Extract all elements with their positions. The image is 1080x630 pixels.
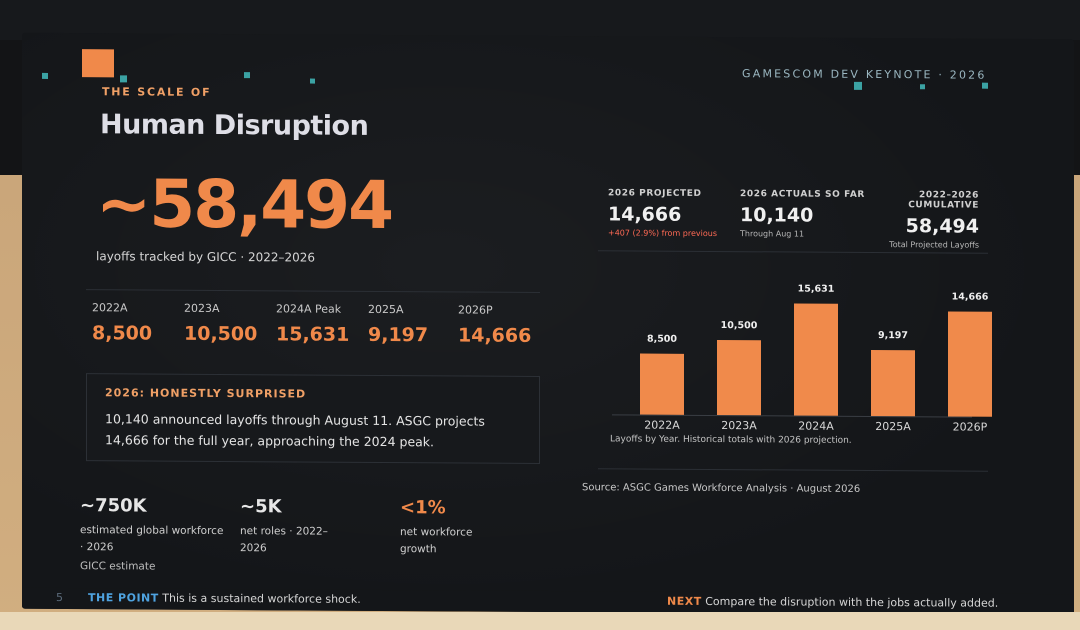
decorative-dot [854, 81, 862, 90]
x-tick-label: 2023A [721, 419, 757, 433]
year-label: 2024A Peak [276, 302, 342, 316]
year-stat: 2025A 9,197 [368, 303, 428, 346]
stat-value: ~5K [240, 496, 282, 518]
year-stat: 2026P 14,666 [458, 303, 531, 346]
x-tick-label: 2022A [644, 418, 680, 432]
x-tick-label: 2026P [952, 420, 988, 434]
stage-floor [0, 612, 1080, 630]
year-stat: 2023A 10,500 [184, 302, 257, 345]
bar-value-label: 8,500 [646, 333, 678, 345]
slide-eyebrow: THE SCALE OF [102, 85, 212, 99]
footer-point-text: This is a sustained workforce shock. [162, 591, 361, 606]
decorative-dot [920, 84, 925, 90]
kpi-value: 10,140 [740, 204, 814, 227]
kpi-value: 14,666 [608, 203, 682, 226]
callout-body: 10,140 announced layoffs through August … [105, 411, 485, 450]
stat-value: ~750K [80, 495, 147, 517]
kpi-change: +407 (2.9%) from previous [608, 228, 717, 239]
hero-caption: layoffs tracked by GICC · 2022–2026 [96, 249, 316, 265]
kpi-sub: Total Projected Layoffs [889, 240, 979, 250]
year-value: 15,631 [276, 323, 350, 346]
callout-heading: 2026: HONESTLY SURPRISED [105, 386, 307, 401]
year-label: 2025A [368, 302, 404, 317]
footer-next: NEXT Compare the disruption with the job… [667, 595, 998, 610]
slide-number: 5 [56, 590, 63, 605]
year-value: 8,500 [92, 322, 153, 345]
chart-baseline [612, 414, 972, 418]
stat-description: estimated global workforce · 2026 [80, 524, 224, 554]
year-value: 10,500 [184, 322, 258, 346]
decorative-orange-square [82, 49, 114, 78]
stat-note: GICC estimate [80, 560, 156, 573]
decorative-dot [244, 72, 250, 79]
kpi-label: 2026 ACTUALS SO FAR [740, 189, 865, 200]
chart-caption: Layoffs by Year. Historical totals with … [610, 434, 852, 446]
kpi-label: 2026 PROJECTED [608, 188, 702, 199]
year-label: 2026P [458, 303, 493, 317]
year-value: 14,666 [458, 324, 532, 347]
chart-bar [640, 353, 684, 415]
slide-title: Human Disruption [100, 109, 369, 142]
x-tick-label: 2025A [875, 419, 911, 434]
chart-bar [948, 311, 992, 417]
decorative-dot [310, 78, 315, 84]
x-tick-label: 2024A [798, 419, 834, 433]
decorative-dot [42, 72, 48, 79]
chart-bar [871, 349, 915, 417]
event-label: GAMESCOM DEV KEYNOTE · 2026 [742, 67, 987, 82]
hero-number: ~58,494 [96, 165, 392, 245]
kpi-card: 2026 PROJECTED 14,666 +407 (2.9%) from p… [608, 188, 717, 238]
summary-stat: <1% net workforce growth [400, 497, 510, 559]
year-label: 2023A [184, 301, 220, 315]
stat-description: net workforce growth [400, 526, 473, 556]
footer-next-text: Compare the disruption with the jobs act… [705, 594, 999, 610]
presentation-slide: THE SCALE OF Human Disruption GAMESCOM D… [22, 32, 1074, 616]
year-stat: 2022A 8,500 [92, 301, 152, 344]
callout-box: 2026: HONESTLY SURPRISED 10,140 announce… [86, 373, 540, 464]
summary-stat: ~5K net roles · 2022–2026 [240, 496, 350, 558]
year-stat: 2024A Peak 15,631 [276, 302, 349, 345]
footer-point-key: THE POINT [88, 591, 159, 605]
stat-description: net roles · 2022–2026 [240, 525, 328, 555]
summary-stat: ~750K estimated global workforce · 2026 … [80, 495, 230, 573]
source-note: Source: ASGC Games Workforce Analysis · … [582, 482, 861, 495]
kpi-label: 2022–2026 CUMULATIVE [908, 190, 979, 211]
bar-value-label: 15,631 [797, 283, 835, 295]
decorative-dot [982, 82, 988, 89]
bar-value-label: 14,666 [951, 291, 989, 303]
stat-value: <1% [400, 497, 446, 519]
chart-bar [794, 303, 838, 416]
year-value: 9,197 [368, 323, 429, 347]
kpi-card: 2022–2026 CUMULATIVE 58,494 Total Projec… [867, 190, 979, 250]
kpi-sub: Through Aug 11 [740, 229, 805, 239]
year-label: 2022A [92, 301, 128, 315]
bar-value-label: 9,197 [877, 330, 909, 342]
decorative-dot [120, 75, 127, 83]
chart-bar [717, 340, 761, 416]
footer-next-key: NEXT [667, 594, 702, 608]
kpi-card: 2026 ACTUALS SO FAR 10,140 Through Aug 1… [740, 189, 865, 239]
bar-value-label: 10,500 [720, 320, 758, 332]
kpi-value: 58,494 [905, 215, 979, 238]
footer-point: THE POINT This is a sustained workforce … [88, 591, 361, 606]
